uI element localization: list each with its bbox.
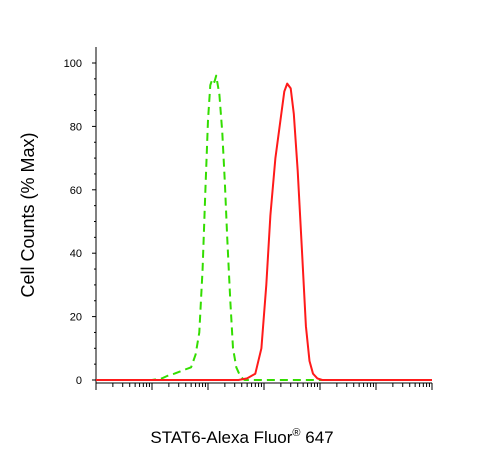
series-line-dashed	[96, 74, 432, 381]
y-tick-label: 80	[70, 121, 82, 133]
y-axis-title: Cell Counts (% Max)	[18, 132, 38, 297]
x-axis-title-main: STAT6-Alexa Fluor	[150, 428, 292, 447]
y-axis-ticks: 0 20 40 60 80 100	[64, 58, 96, 387]
y-tick-label: 40	[70, 248, 82, 260]
y-tick-label: 60	[70, 185, 82, 197]
series-layer	[96, 74, 432, 381]
plot-frame	[95, 47, 432, 384]
series-line-solid	[96, 82, 432, 381]
x-axis-title: STAT6-Alexa Fluor® 647	[150, 427, 333, 447]
y-tick-label: 100	[64, 58, 82, 70]
y-tick-label: 20	[70, 312, 82, 324]
x-axis-ticks	[95, 383, 433, 390]
x-axis-title-suffix: 647	[301, 428, 334, 447]
y-tick-label: 0	[76, 375, 82, 387]
x-axis-title-superscript: ®	[292, 427, 300, 439]
